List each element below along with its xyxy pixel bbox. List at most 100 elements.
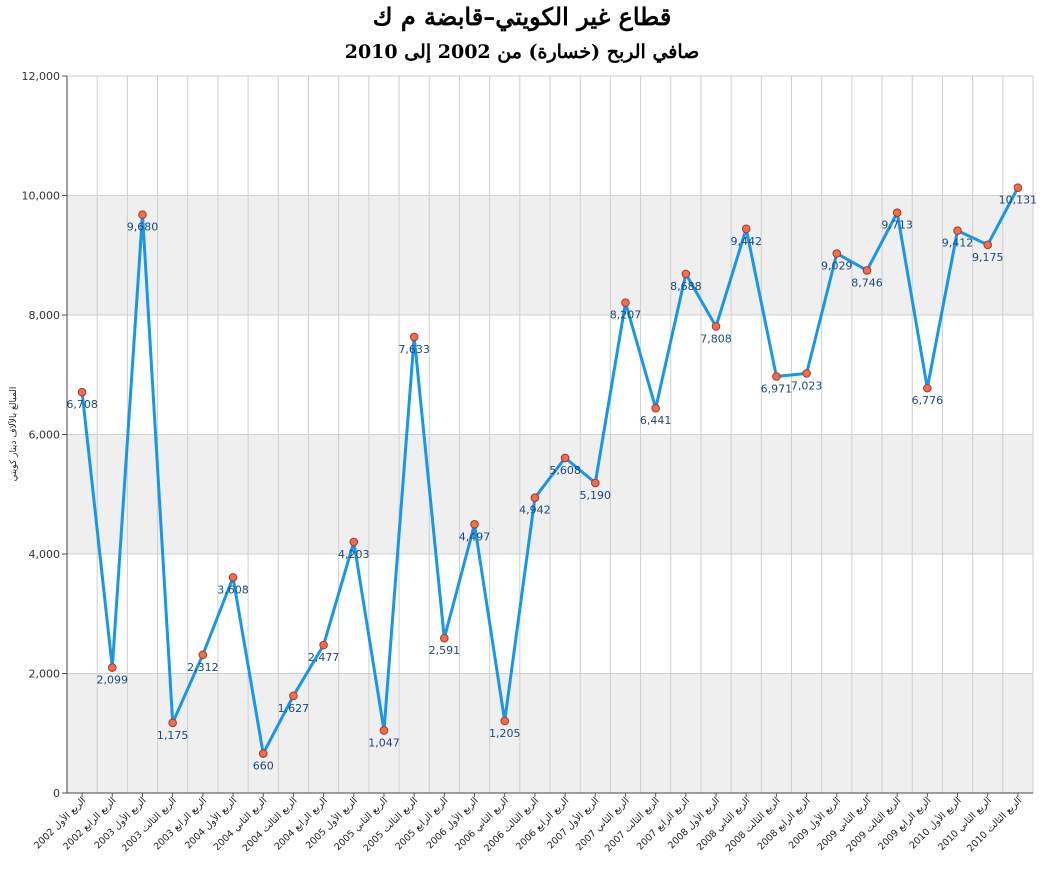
x-tick-label: الربع الثاني 2006 [453,795,511,853]
x-tick-label: الربع الأول 2003 [92,795,149,852]
y-axis-label: المبالغ بالآلاف دينار كويتي [7,387,19,482]
x-tick-label: الربع الرابع 2002 [61,795,118,852]
data-point [651,403,660,413]
x-tick-label: الربع الثالث 2007 [603,795,662,854]
data-label: 2,099 [97,674,129,687]
x-tick-label: الربع الثالث 2008 [724,795,783,854]
x-tick-label: الربع الثالث 2003 [120,795,179,854]
x-tick-label: الربع الثالث 2010 [965,795,1024,854]
data-label: 8,688 [670,280,702,293]
x-tick-label: الربع الثاني 2009 [815,795,873,853]
data-point [228,573,238,582]
data-point [590,478,600,488]
data-label: 1,627 [278,702,310,715]
x-tick-label: الربع الأول 2007 [545,795,602,852]
data-label: 6,776 [912,394,944,407]
x-tick-label: الربع الأول 2006 [424,795,481,852]
data-point [832,249,842,258]
data-point [138,210,147,219]
y-tick-label: 0 [53,787,60,800]
data-label: 10,131 [999,194,1038,207]
data-point [892,208,902,217]
data-point [289,691,298,701]
data-point [1013,183,1023,192]
data-label: 4,203 [338,548,370,561]
data-point [440,633,449,643]
data-point [530,493,540,503]
x-tick-label: الربع الرابع 2008 [756,795,813,852]
x-tick-label: الربع الثاني 2007 [574,795,632,853]
data-label: 1,175 [157,729,189,742]
y-tick-label: 4,000 [29,548,61,561]
chart-subtitle: صافي الربح (خسارة) من 2002 إلى 2010 [345,41,700,64]
data-point [772,372,781,381]
x-tick-label: الربع الرابع 2009 [876,795,933,852]
data-point [983,240,993,250]
data-label: 4,497 [459,530,491,543]
y-tick-label: 8,000 [29,309,61,322]
data-point [741,224,751,234]
data-label: 5,608 [549,464,581,477]
data-label: 5,190 [580,489,612,502]
y-tick-label: 2,000 [29,668,61,681]
data-point [681,269,691,279]
data-label: 2,477 [308,651,340,664]
x-tick-label: الربع الثالث 2004 [241,795,300,854]
data-point [621,298,630,307]
data-point [409,332,419,342]
data-label: 8,746 [851,276,883,289]
x-tick-label: الربع الأول 2005 [303,795,360,852]
data-point [923,383,932,393]
data-label: 660 [253,760,274,773]
data-label: 6,441 [640,414,672,427]
y-tick-label: 12,000 [22,70,61,83]
data-label: 6,708 [66,398,98,411]
data-point [258,749,268,758]
data-point [711,322,721,331]
data-labels: 6,708 2,099 9,680 1,175 2,312 3,608 660 1,627 2,… [66,194,1037,773]
x-tick-label: الربع الأول 2004 [182,795,239,852]
x-tick-label: الربع الثاني 2004 [212,795,270,853]
data-label: 9,175 [972,251,1004,264]
data-label: 9,680 [127,221,159,234]
data-label: 8,207 [610,309,642,322]
data-label: 9,442 [730,235,762,248]
data-label: 3,608 [217,583,249,596]
data-point [168,718,177,728]
y-tick-label: 6,000 [29,429,61,442]
data-point [560,453,570,463]
y-tick-label: 10,000 [22,190,61,203]
data-point [953,226,962,235]
data-label: 9,412 [942,237,974,250]
x-tick-label: الربع الأول 2008 [665,795,722,852]
x-tick-label: الربع الثاني 2008 [695,795,753,853]
data-point [77,387,87,397]
data-label: 7,808 [700,332,732,345]
x-tick-label: الربع الثاني 2010 [936,795,994,853]
axes [66,76,1033,794]
data-label: 2,312 [187,661,219,674]
data-point [470,520,479,529]
data-point [319,640,328,650]
x-tick-label: الربع الرابع 2003 [152,795,209,852]
data-point [500,716,510,726]
net-profit-line [80,186,1020,756]
x-tick-label: الربع الرابع 2006 [514,795,571,852]
data-points [77,183,1023,758]
data-label: 9,029 [821,260,853,273]
x-tick-label: الربع الثالث 2005 [361,795,420,854]
data-point [198,650,208,660]
data-label: 9,713 [881,219,913,232]
x-tick-label: الربع الثالث 2009 [844,795,903,854]
x-tick-label: الربع الرابع 2007 [635,795,692,852]
data-point [349,537,359,547]
x-tick-label: الربع الأول 2009 [786,795,843,852]
x-tick-label: الربع الثالث 2006 [482,795,541,854]
x-tick-label: الربع الرابع 2005 [393,795,450,852]
x-tick-label: الربع الرابع 2004 [273,795,330,852]
data-label: 6,971 [761,382,793,395]
x-tick-label: الربع الأول 2010 [907,795,964,852]
data-point [107,663,117,672]
